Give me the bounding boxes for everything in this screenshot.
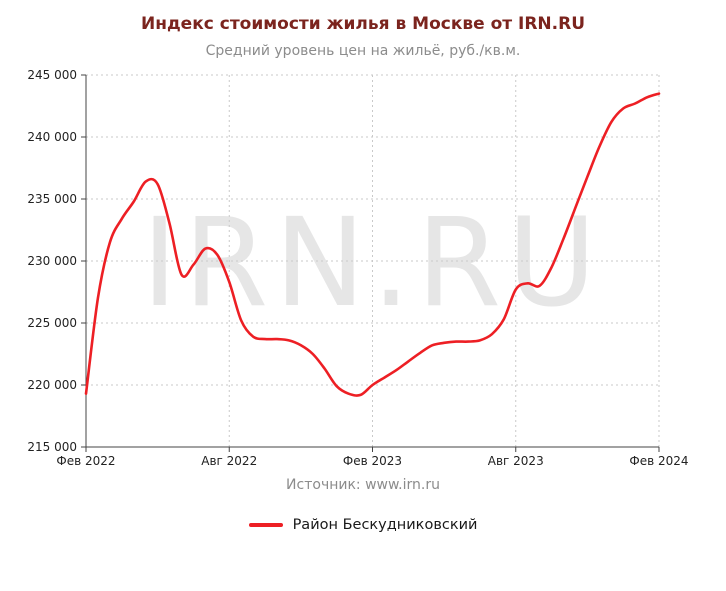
legend-line-swatch: [248, 523, 283, 527]
y-tick-label: 230 000: [27, 254, 77, 268]
x-tick-label: Авг 2022: [201, 454, 257, 468]
page-title: Индекс стоимости жилья в Москве от IRN.R…: [140, 14, 586, 34]
y-tick-labels: 215 000 220 000 225 000 230 000 235 000 240 0…: [27, 68, 77, 454]
price-line: [84, 92, 661, 397]
gridlines: [86, 74, 660, 447]
x-tick-label: Фев 2024: [629, 454, 688, 468]
chart-area: IRN.RU 215 000 220 000 225 000 230 000 235 0…: [0, 61, 726, 475]
y-tick-label: 245 000: [27, 68, 77, 82]
source-text: Источник: www.irn.ru: [286, 477, 440, 493]
x-tick-label: Фев 2022: [56, 454, 115, 468]
y-tick-label: 235 000: [27, 192, 77, 206]
x-tick-label: Фев 2023: [343, 454, 402, 468]
legend-series-label: Район Бескудниковский: [292, 517, 478, 533]
legend: Район Бескудниковский: [0, 517, 726, 533]
x-tick-label: Авг 2023: [488, 454, 544, 468]
x-tick-labels: Фев 2022 Авг 2022 Фев 2023 Авг 2023 Фев 2024: [56, 454, 688, 468]
y-tick-label: 225 000: [27, 316, 77, 330]
y-tick-label: 215 000: [27, 440, 77, 454]
watermark-text: IRN.RU: [142, 192, 603, 334]
y-tick-label: 220 000: [27, 378, 77, 392]
y-tick-label: 240 000: [27, 130, 77, 144]
chart-subtitle: Средний уровень цен на жильё, руб./кв.м.: [205, 43, 521, 59]
chart-canvas: IRN.RU 215 000 220 000 225 000 230 000 235 0…: [27, 68, 688, 468]
